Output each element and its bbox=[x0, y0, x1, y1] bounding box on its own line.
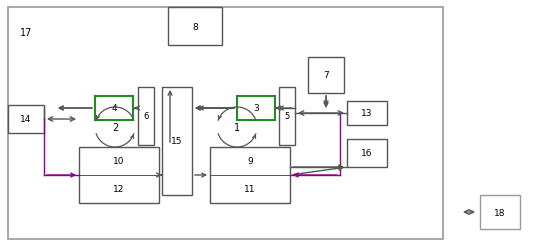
Bar bbox=[162, 88, 192, 195]
Text: 18: 18 bbox=[494, 208, 506, 217]
Bar bbox=[210, 147, 290, 203]
Bar bbox=[168, 8, 222, 46]
Text: 6: 6 bbox=[143, 112, 148, 121]
Text: 16: 16 bbox=[361, 149, 373, 158]
Bar bbox=[8, 8, 443, 239]
Text: 2: 2 bbox=[112, 122, 118, 133]
Text: 17: 17 bbox=[20, 28, 32, 38]
Text: 3: 3 bbox=[253, 104, 259, 113]
Text: 10: 10 bbox=[113, 157, 125, 166]
Text: 1: 1 bbox=[234, 122, 240, 133]
Text: 11: 11 bbox=[244, 185, 256, 194]
Bar bbox=[308, 58, 344, 94]
Text: 4: 4 bbox=[111, 104, 117, 113]
Bar bbox=[347, 102, 387, 125]
Text: 12: 12 bbox=[114, 185, 125, 194]
Text: 13: 13 bbox=[361, 109, 373, 118]
Bar bbox=[8, 106, 44, 134]
Text: 7: 7 bbox=[323, 71, 329, 80]
Text: 5: 5 bbox=[284, 112, 290, 121]
Text: 8: 8 bbox=[192, 22, 198, 32]
Bar bbox=[138, 88, 154, 145]
Text: 14: 14 bbox=[20, 115, 32, 124]
Bar bbox=[237, 97, 275, 120]
Bar bbox=[480, 195, 520, 229]
Bar bbox=[347, 139, 387, 167]
Text: 9: 9 bbox=[247, 157, 253, 166]
Text: 15: 15 bbox=[171, 137, 183, 146]
Bar bbox=[79, 147, 159, 203]
Bar bbox=[279, 88, 295, 145]
Bar bbox=[95, 97, 133, 120]
